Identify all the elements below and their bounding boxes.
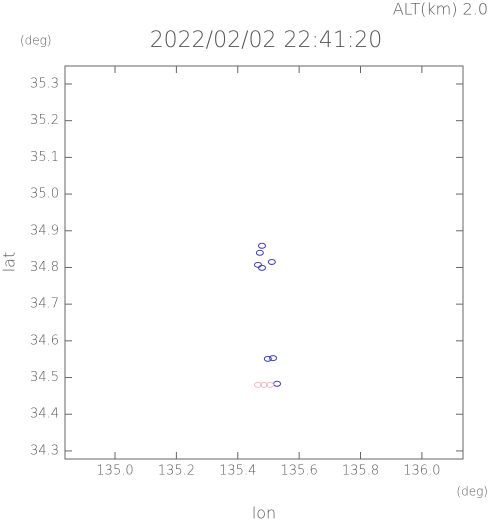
plot-frame [64, 65, 464, 460]
x-tick-label: 135.0 [96, 464, 133, 479]
data-point [263, 355, 272, 362]
y-tick-label: 35.1 [30, 150, 59, 165]
y-tick-label: 35.3 [30, 76, 59, 91]
data-point [265, 381, 274, 388]
y-tick-label: 34.3 [30, 443, 59, 458]
x-unit: (deg) [456, 485, 488, 499]
y-tick-label: 34.8 [30, 260, 59, 275]
altitude: ALT(km) 2.0 [393, 0, 488, 19]
data-point [273, 380, 282, 387]
x-tick-label: 135.2 [158, 464, 195, 479]
x-axis-label: lon [252, 504, 276, 522]
data-point [255, 249, 264, 256]
y-axis-label: lat [0, 252, 19, 273]
y-tick-label: 34.6 [30, 333, 59, 348]
data-point [258, 264, 267, 271]
data-point [267, 258, 276, 265]
y-tick-label: 35.0 [30, 187, 59, 202]
y-tick-label: 34.7 [30, 297, 59, 312]
data-point [254, 381, 263, 388]
y-tick-label: 34.4 [30, 407, 59, 422]
x-tick-label: 135.6 [281, 464, 318, 479]
y-unit: (deg) [20, 34, 52, 48]
chart-title: 2022/02/02 22:41:20 [150, 28, 383, 53]
y-tick-label: 34.9 [30, 223, 59, 238]
y-tick-label: 35.2 [30, 113, 59, 128]
data-point [269, 355, 278, 362]
x-tick-label: 135.8 [342, 464, 379, 479]
data-point [254, 261, 263, 268]
data-point [258, 242, 267, 249]
y-tick-label: 34.5 [30, 370, 59, 385]
data-point [259, 381, 268, 388]
x-tick-label: 135.4 [219, 464, 256, 479]
x-tick-label: 136.0 [403, 464, 440, 479]
